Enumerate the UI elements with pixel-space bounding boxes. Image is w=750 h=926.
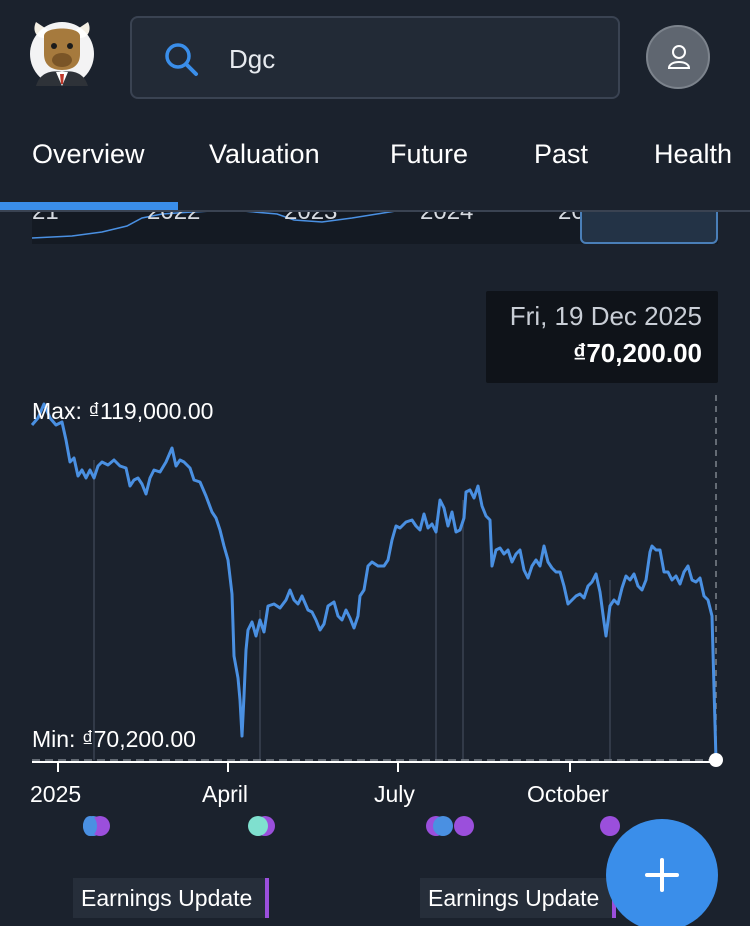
x-axis-label: April: [202, 781, 249, 807]
search-bar[interactable]: Dgc: [130, 16, 620, 99]
tab-past[interactable]: Past: [534, 139, 589, 169]
earnings-update-label[interactable]: Earnings Update: [420, 878, 616, 918]
active-tab-indicator: [0, 202, 178, 210]
x-axis-label: October: [527, 781, 609, 807]
tab-health[interactable]: Health: [654, 139, 733, 169]
price-series-line: [30, 402, 718, 761]
price-tooltip: Fri, 19 Dec 2025 ₫70,200.00: [486, 291, 718, 383]
mini-year-label: 2022: [147, 212, 200, 226]
earnings-update-text: Earnings Update: [81, 885, 253, 911]
search-icon: [162, 40, 200, 78]
max-price-label: Max: ₫119,000.00: [32, 398, 214, 424]
section-tabs: Overview Valuation Future Past Health: [0, 115, 750, 212]
mini-year-label: 2024: [420, 212, 473, 226]
min-price-label: Min: ₫70,200.00: [32, 726, 196, 752]
event-marker-bar: [265, 878, 269, 918]
mini-year-label: 21: [32, 212, 59, 226]
tab-overview[interactable]: Overview: [32, 139, 145, 169]
event-dot[interactable]: [83, 816, 97, 836]
cursor-point: [709, 753, 723, 767]
event-dot[interactable]: [454, 816, 474, 836]
x-axis-label: July: [374, 781, 415, 807]
earnings-update-label[interactable]: Earnings Update: [73, 878, 269, 918]
x-axis-label: 2025: [30, 781, 82, 807]
user-icon: [667, 45, 691, 69]
user-profile-button[interactable]: [646, 25, 710, 89]
event-dot[interactable]: [433, 816, 453, 836]
add-button[interactable]: [606, 819, 718, 926]
earnings-update-text: Earnings Update: [428, 885, 600, 911]
top-bar: Dgc: [0, 0, 750, 115]
tooltip-price: ₫70,200.00: [572, 338, 702, 368]
tooltip-date: Fri, 19 Dec 2025: [509, 301, 702, 331]
price-chart[interactable]: [0, 380, 750, 780]
plus-icon: [645, 858, 679, 892]
search-input[interactable]: Dgc: [229, 44, 276, 74]
tab-future[interactable]: Future: [390, 139, 469, 169]
tab-valuation[interactable]: Valuation: [209, 139, 320, 169]
event-dot[interactable]: [600, 816, 620, 836]
mini-year-label: 2023: [284, 212, 337, 226]
range-selector-handle[interactable]: [580, 212, 718, 244]
bull-logo[interactable]: [30, 16, 94, 92]
event-dot[interactable]: [248, 816, 268, 836]
